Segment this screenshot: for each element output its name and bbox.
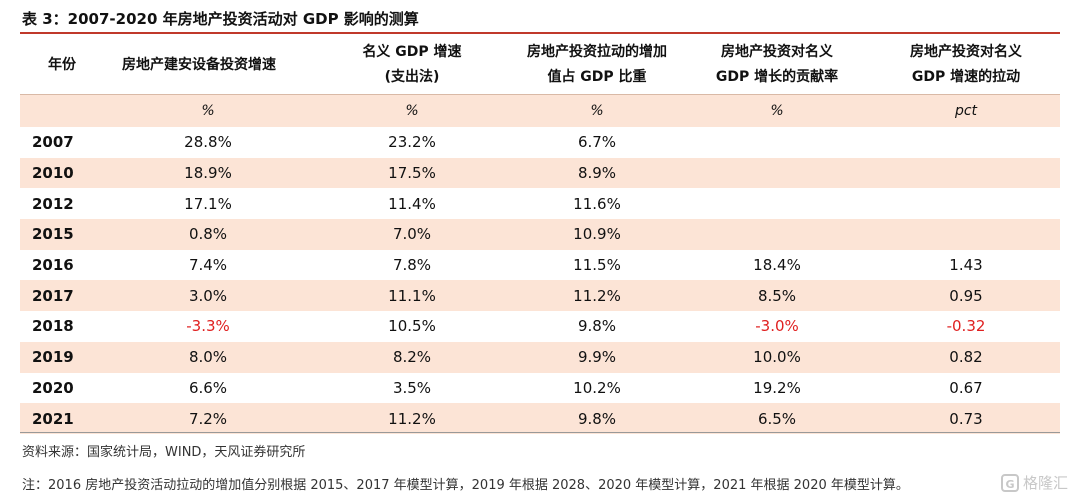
unit-cell <box>20 94 104 127</box>
footnote: 注：2016 房地产投资活动拉动的增加值分别根据 2015、2017 年模型计算… <box>22 478 909 493</box>
cell-value-added-share: 11.2% <box>512 280 682 312</box>
cell-contribution-rate: 18.4% <box>753 256 801 275</box>
cell-contribution-rate: -3.0% <box>755 317 799 336</box>
table-row: 2021 7.2% 11.2% 9.8% 6.5% 0.73 <box>20 403 1060 434</box>
table-bottom-divider <box>20 432 1060 433</box>
cell-construction-investment-growth: 17.1% <box>184 194 232 213</box>
unit-cell: % <box>682 94 872 127</box>
cell-value-added-share: 9.8% <box>577 317 617 336</box>
cell-nominal-gdp-growth: 3.5% <box>392 378 432 397</box>
unit-cell: % <box>512 94 682 127</box>
cell-growth-pull: 0.82 <box>872 341 1060 373</box>
cell-value-added-share: 6.7% <box>577 133 617 152</box>
cell-contribution-rate: 8.5% <box>682 280 872 312</box>
cell-nominal-gdp-growth: 11.4% <box>388 194 436 213</box>
table-row: 2016 7.4% 7.8% 11.5% 18.4% 1.43 <box>20 250 1060 281</box>
cell-growth-pull <box>872 219 1060 250</box>
cell-nominal-gdp-growth: 11.1% <box>312 280 512 312</box>
cell-nominal-gdp-growth: 17.5% <box>312 157 512 189</box>
cell-value-added-share: 9.8% <box>512 403 682 434</box>
cell-value-added-share: 10.9% <box>512 219 682 250</box>
watermark: G 格隆汇 <box>1000 472 1068 493</box>
cell-growth-pull: 1.43 <box>949 256 983 275</box>
cell-construction-investment-growth: 0.8% <box>104 219 312 250</box>
cell-contribution-rate <box>682 127 872 158</box>
title-divider <box>20 32 1060 34</box>
table-row: 2012 17.1% 11.4% 11.6% <box>20 188 1060 219</box>
cell-nominal-gdp-growth: 7.8% <box>392 256 432 275</box>
header-row: 年份 房地产建安设备投资增速 名义 GDP 增速 (支出法) 房地产投资拉动的增加… <box>20 36 1060 95</box>
cell-contribution-rate <box>682 188 872 219</box>
cell-construction-investment-growth: 7.2% <box>104 403 312 434</box>
cell-construction-investment-growth: 28.8% <box>184 133 232 152</box>
cell-year: 2020 <box>32 378 74 397</box>
table-row: 2018 -3.3% 10.5% 9.8% -3.0% -0.32 <box>20 311 1060 342</box>
cell-growth-pull <box>872 157 1060 189</box>
table-body: 2007 28.8% 23.2% 6.7% 2010 18.9% 17.5% 8.9% 2012… <box>20 127 1060 434</box>
cell-value-added-share: 9.9% <box>512 341 682 373</box>
cell-contribution-rate: 19.2% <box>753 378 801 397</box>
cell-contribution-rate: 6.5% <box>682 403 872 434</box>
cell-contribution-rate <box>682 219 872 250</box>
cell-construction-investment-growth: 18.9% <box>104 157 312 189</box>
table-row: 2007 28.8% 23.2% 6.7% <box>20 127 1060 158</box>
cell-value-added-share: 11.6% <box>573 194 621 213</box>
cell-year: 2015 <box>20 219 104 250</box>
units-row: % % % % pct <box>20 94 1060 127</box>
cell-value-added-share: 10.2% <box>573 378 621 397</box>
cell-value-added-share: 11.5% <box>573 256 621 275</box>
gdp-impact-table: 年份 房地产建安设备投资增速 名义 GDP 增速 (支出法) 房地产投资拉动的增加… <box>20 36 1060 434</box>
cell-year: 2007 <box>32 133 74 152</box>
cell-construction-investment-growth: -3.3% <box>186 317 230 336</box>
unit-cell: % <box>312 94 512 127</box>
cell-growth-pull: 0.73 <box>872 403 1060 434</box>
cell-year: 2016 <box>32 256 74 275</box>
header-nominal-gdp-growth: 名义 GDP 增速 (支出法) <box>362 44 462 85</box>
unit-cell: % <box>104 94 312 127</box>
cell-value-added-share: 8.9% <box>512 157 682 189</box>
cell-year: 2017 <box>20 280 104 312</box>
header-year: 年份 <box>48 56 76 73</box>
cell-nominal-gdp-growth: 7.0% <box>312 219 512 250</box>
cell-growth-pull: 0.95 <box>872 280 1060 312</box>
cell-growth-pull: 0.67 <box>949 378 983 397</box>
header-value-added-share: 房地产投资拉动的增加 值占 GDP 比重 <box>527 44 667 85</box>
cell-year: 2021 <box>20 403 104 434</box>
header-construction-investment-growth: 房地产建安设备投资增速 <box>122 56 276 73</box>
cell-year: 2012 <box>32 194 74 213</box>
cell-construction-investment-growth: 6.6% <box>188 378 228 397</box>
cell-year: 2018 <box>32 317 74 336</box>
cell-growth-pull: -0.32 <box>946 317 986 336</box>
table-row: 2020 6.6% 3.5% 10.2% 19.2% 0.67 <box>20 373 1060 404</box>
table-row: 2019 8.0% 8.2% 9.9% 10.0% 0.82 <box>20 341 1060 373</box>
unit-cell: pct <box>872 94 1060 127</box>
table-row: 2010 18.9% 17.5% 8.9% <box>20 157 1060 189</box>
cell-growth-pull <box>872 188 1060 219</box>
header-growth-pull: 房地产投资对名义 GDP 增速的拉动 <box>910 44 1022 85</box>
cell-construction-investment-growth: 3.0% <box>104 280 312 312</box>
cell-construction-investment-growth: 8.0% <box>104 341 312 373</box>
cell-year: 2019 <box>20 341 104 373</box>
table-row: 2015 0.8% 7.0% 10.9% <box>20 219 1060 250</box>
cell-year: 2010 <box>20 157 104 189</box>
watermark-logo-icon: G <box>1000 473 1019 492</box>
header-contribution-rate: 房地产投资对名义 GDP 增长的贡献率 <box>715 44 839 85</box>
cell-construction-investment-growth: 7.4% <box>188 256 228 275</box>
cell-growth-pull <box>872 127 1060 158</box>
cell-contribution-rate <box>682 157 872 189</box>
table-title: 表 3：2007-2020 年房地产投资活动对 GDP 影响的测算 <box>22 10 419 28</box>
cell-nominal-gdp-growth: 8.2% <box>312 341 512 373</box>
cell-nominal-gdp-growth: 11.2% <box>312 403 512 434</box>
cell-nominal-gdp-growth: 10.5% <box>388 317 436 336</box>
cell-contribution-rate: 10.0% <box>682 341 872 373</box>
source-note: 资料来源：国家统计局，WIND，天风证券研究所 <box>22 445 306 460</box>
cell-nominal-gdp-growth: 23.2% <box>388 133 436 152</box>
table-row: 2017 3.0% 11.1% 11.2% 8.5% 0.95 <box>20 280 1060 312</box>
watermark-text: 格隆汇 <box>1022 474 1068 492</box>
